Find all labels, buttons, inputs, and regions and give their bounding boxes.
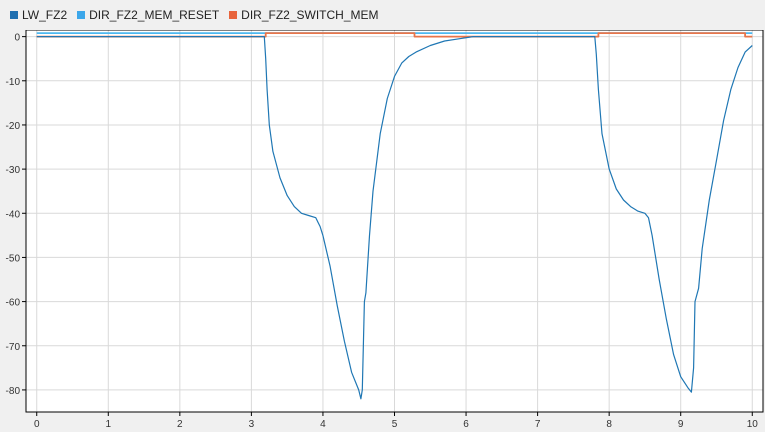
- x-tick-label: 2: [177, 419, 183, 430]
- y-tick-label: -60: [6, 298, 21, 309]
- legend-item-dir-fz2-switch-mem[interactable]: DIR_FZ2_SWITCH_MEM: [229, 8, 379, 22]
- y-tick-label: -10: [6, 77, 21, 88]
- y-tick-label: -40: [6, 209, 21, 220]
- series-line-lw-fz2: [36, 35, 753, 400]
- x-tick-label: 3: [249, 419, 255, 430]
- x-tick-label: 4: [320, 419, 326, 430]
- y-tick-label: -80: [6, 386, 21, 397]
- legend-item-dir-fz2-mem-reset[interactable]: DIR_FZ2_MEM_RESET: [77, 8, 219, 22]
- legend-item-lw-fz2[interactable]: LW_FZ2: [10, 8, 67, 22]
- legend: LW_FZ2 DIR_FZ2_MEM_RESET DIR_FZ2_SWITCH_…: [0, 0, 765, 30]
- legend-swatch-lw-fz2: [10, 11, 18, 19]
- legend-label-lw-fz2: LW_FZ2: [22, 8, 68, 22]
- x-tick-label: 5: [392, 419, 398, 430]
- y-tick-label: -50: [6, 253, 21, 264]
- y-tick-label: -30: [6, 165, 21, 176]
- x-tick-label: 0: [34, 419, 40, 430]
- legend-label-dir-fz2-switch-mem: DIR_FZ2_SWITCH_MEM: [241, 8, 379, 22]
- x-tick-label: 10: [747, 419, 759, 430]
- legend-swatch-dir-fz2-mem-reset: [77, 11, 86, 19]
- legend-label-dir-fz2-mem-reset: DIR_FZ2_MEM_RESET: [89, 8, 220, 22]
- legend-swatch-dir-fz2-switch-mem: [229, 11, 238, 19]
- line-chart: 0 1 2 3 4 5 6 7 8 9 10 0 -10 -20 -30 -40 -50 -60 -70 -80: [6, 30, 764, 430]
- y-tick-label: 0: [14, 33, 20, 44]
- x-tick-label: 1: [106, 419, 112, 430]
- y-tick-label: -20: [6, 121, 21, 132]
- x-tick-label: 9: [678, 419, 684, 430]
- y-tick-label: -70: [6, 342, 21, 353]
- x-tick-label: 6: [463, 419, 469, 430]
- plot-frame: [25, 30, 764, 413]
- x-tick-label: 7: [535, 419, 541, 430]
- x-tick-label: 8: [606, 419, 612, 430]
